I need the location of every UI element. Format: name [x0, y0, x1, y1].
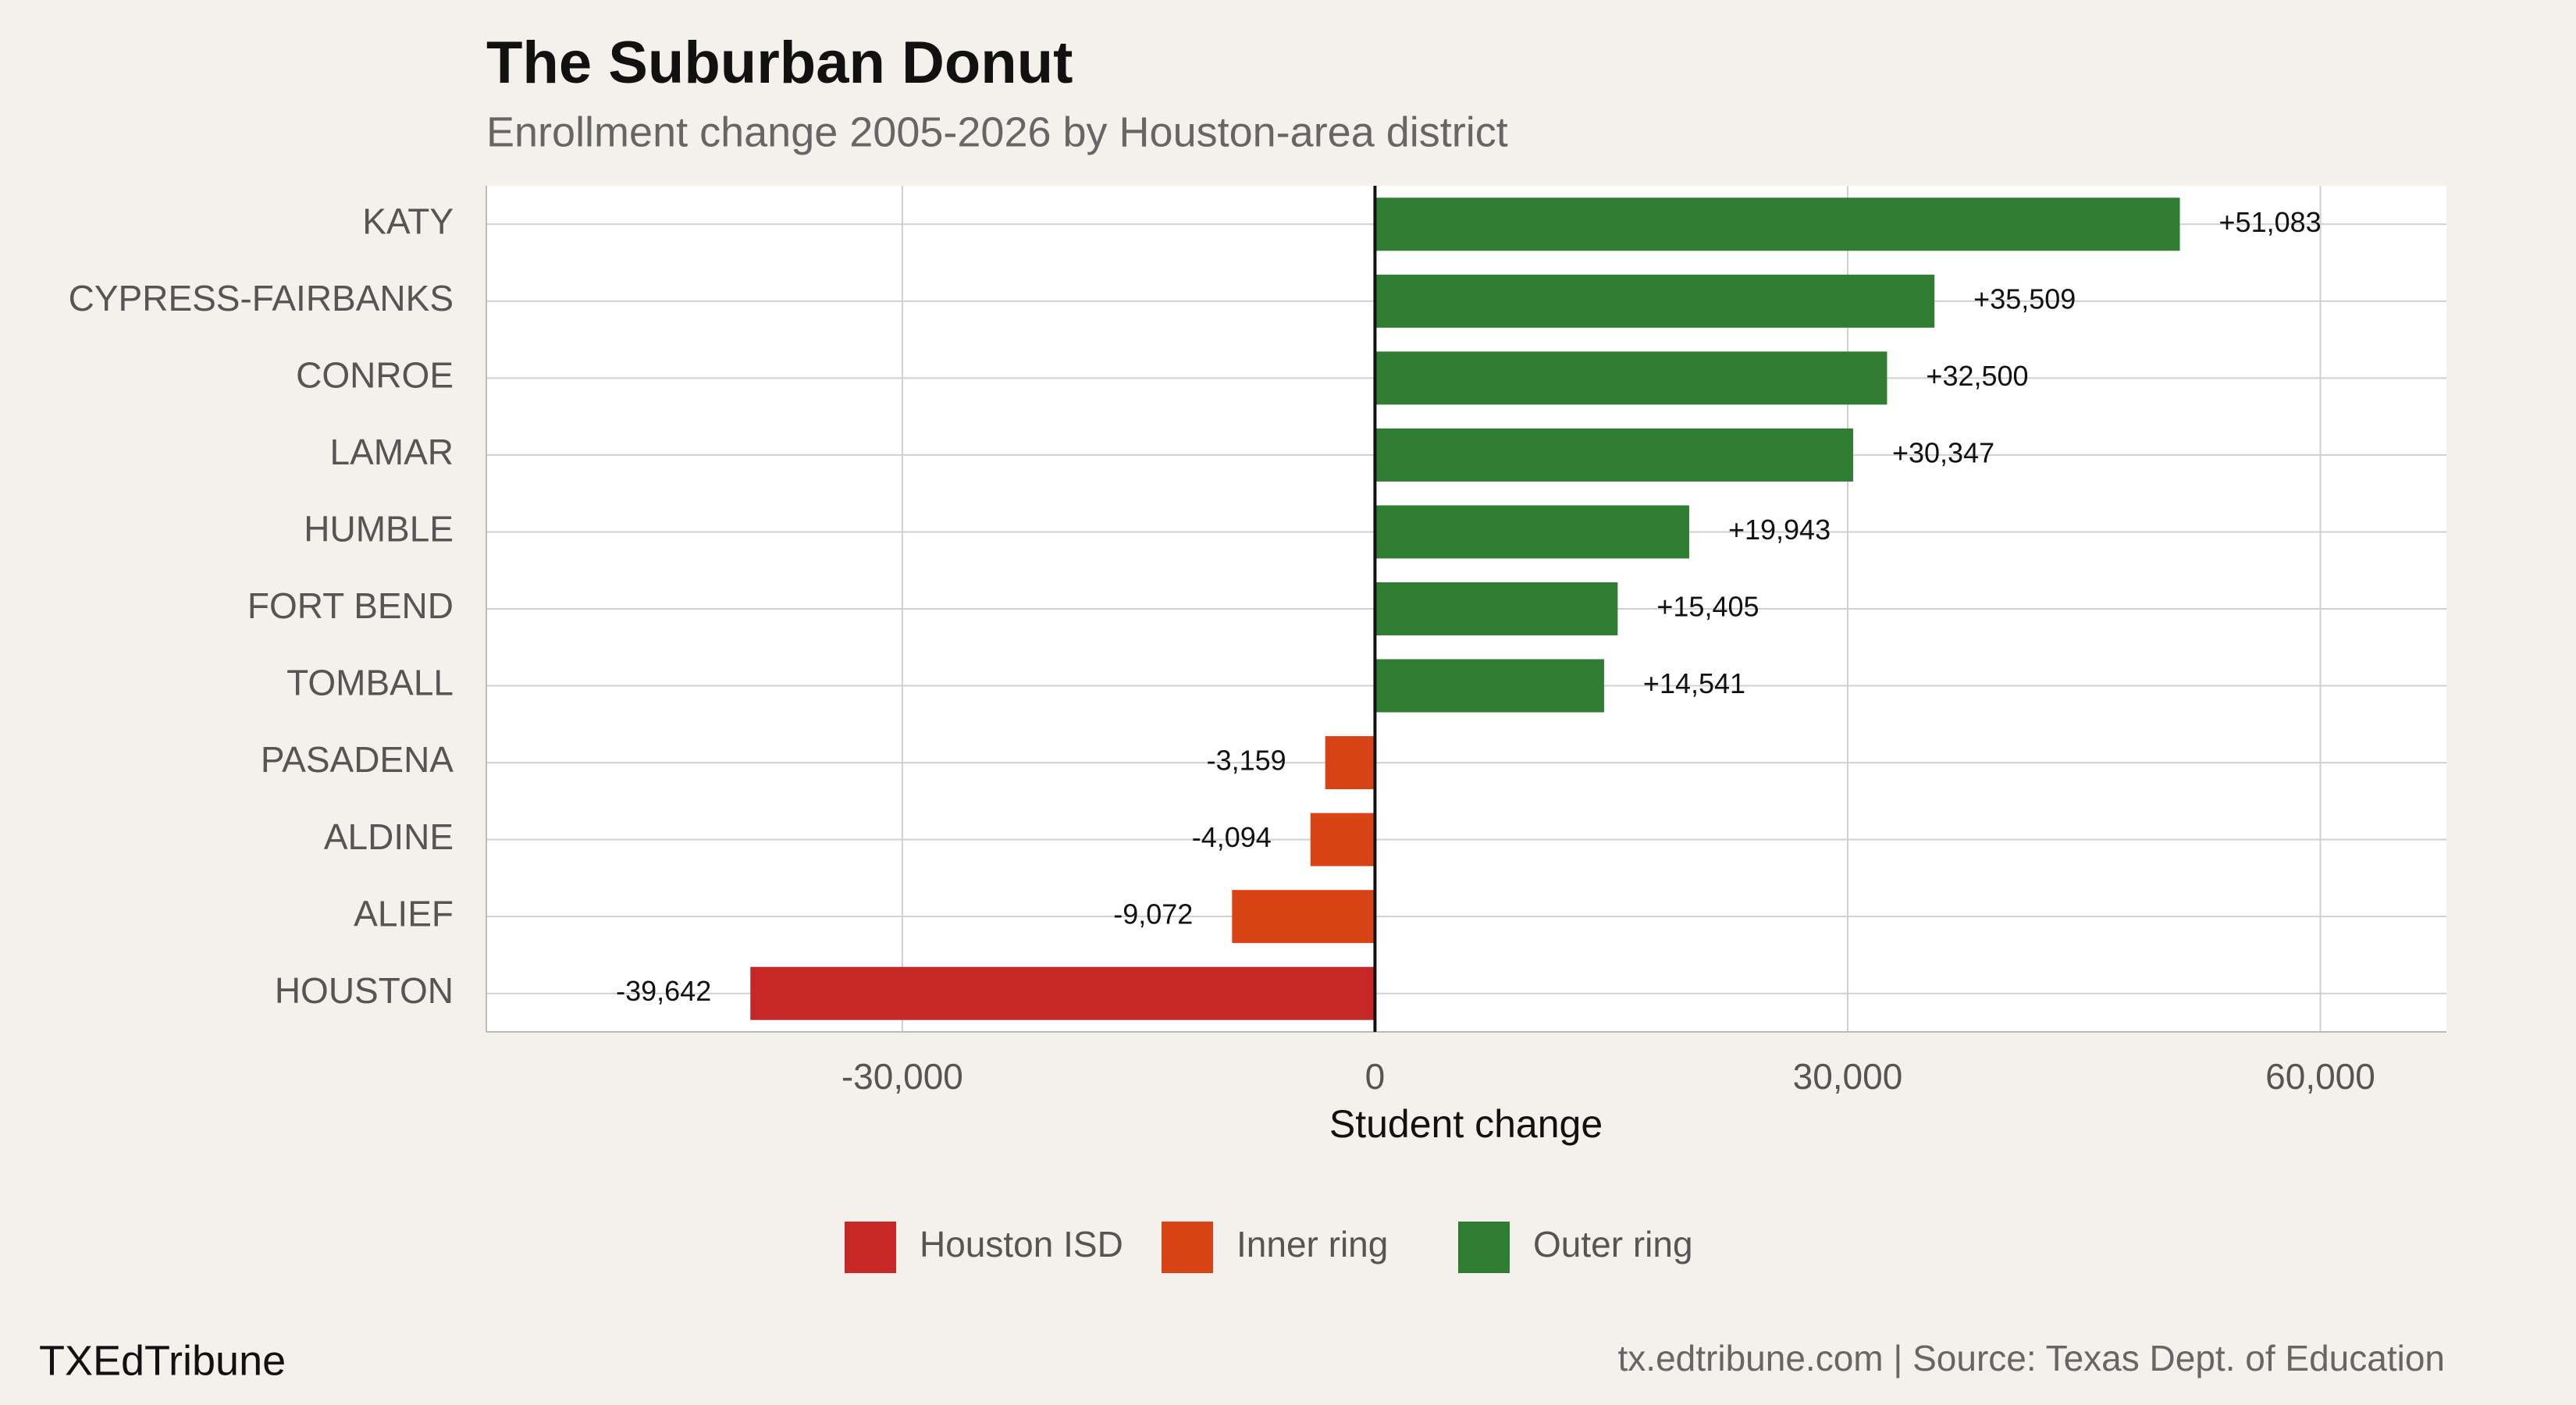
legend-label: Houston ISD [920, 1224, 1123, 1264]
value-label: +32,500 [1926, 360, 2028, 392]
legend-label: Inner ring [1236, 1224, 1388, 1264]
bar [1375, 351, 1888, 405]
x-tick-label: 30,000 [1793, 1056, 1903, 1097]
y-tick-label: HOUSTON [275, 970, 454, 1011]
value-label: +35,509 [1973, 283, 2076, 315]
brand: TXEdTribune [39, 1337, 286, 1384]
bar [1232, 890, 1375, 944]
value-label: +14,541 [1643, 667, 1745, 699]
x-tick-label: 0 [1365, 1056, 1386, 1097]
y-tick-label: TOMBALL [286, 663, 454, 703]
y-tick-label: FORT BEND [247, 585, 454, 626]
y-tick-label: KATY [362, 201, 454, 241]
y-tick-label: ALDINE [324, 816, 454, 857]
bar [750, 966, 1375, 1020]
y-tick-label: HUMBLE [304, 509, 454, 550]
caption: tx.edtribune.com | Source: Texas Dept. o… [1618, 1338, 2445, 1378]
chart-subtitle: Enrollment change 2005-2026 by Houston-a… [486, 108, 1508, 155]
value-label: +30,347 [1892, 436, 1994, 468]
chart-title: The Suburban Donut [486, 30, 1073, 96]
bar [1375, 274, 1935, 328]
bar [1375, 197, 2180, 251]
legend-label: Outer ring [1533, 1224, 1693, 1264]
value-label: -39,642 [616, 975, 711, 1007]
value-label: -9,072 [1113, 898, 1193, 930]
bar [1375, 659, 1604, 713]
y-tick-label: LAMAR [330, 432, 454, 472]
bar [1325, 736, 1375, 790]
value-label: +15,405 [1656, 591, 1759, 623]
y-tick-label: CONROE [296, 355, 454, 396]
legend-key [1458, 1222, 1510, 1273]
x-tick-label: 60,000 [2265, 1056, 2375, 1097]
value-label: -4,094 [1192, 821, 1272, 853]
bar [1375, 505, 1689, 559]
value-label: -3,159 [1207, 745, 1286, 777]
bar [1375, 582, 1618, 635]
value-label: +51,083 [2219, 206, 2322, 238]
x-axis-label: Student change [1329, 1102, 1603, 1146]
plot: -30,000 0 30,000 60,000 KATY CYPRESS-FAIRBANK… [69, 186, 2446, 1273]
bar [1310, 813, 1375, 866]
legend-key [845, 1222, 896, 1273]
y-tick-label: ALIEF [354, 893, 454, 934]
x-tick-label: -30,000 [841, 1056, 963, 1097]
legend-key [1162, 1222, 1213, 1273]
value-label: +19,943 [1728, 514, 1831, 546]
y-tick-label: PASADENA [261, 739, 454, 780]
y-tick-label: CYPRESS-FAIRBANKS [69, 278, 454, 318]
bar [1375, 428, 1853, 482]
